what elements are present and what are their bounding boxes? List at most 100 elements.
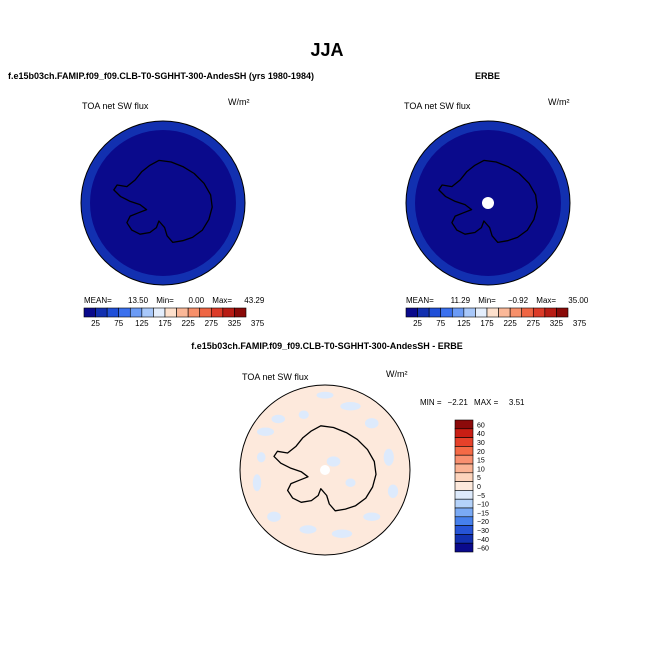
colorbar-box [234, 307, 247, 318]
colorbar-tick-label: 175 [158, 319, 172, 328]
colorbar-box [454, 498, 474, 509]
colorbar-box [454, 472, 474, 482]
main-title: JJA [310, 40, 344, 60]
colorbar-box [454, 446, 474, 456]
colorbar-box [95, 307, 108, 318]
panel1-map [80, 120, 246, 286]
colorbar-box [454, 490, 474, 500]
colorbar-tick-label: −60 [477, 546, 489, 553]
colorbar-tick-label: −15 [477, 510, 489, 517]
colorbar-box [199, 307, 212, 318]
colorbar-tick-label: 40 [477, 431, 485, 438]
map-field [240, 385, 410, 555]
panel1-stats: MEAN= 13.50 Min= 0.00 Max= 43.29 [84, 296, 264, 305]
colorbar-box [475, 307, 488, 318]
field-patch [363, 512, 381, 521]
colorbar-box [454, 428, 474, 438]
panel2-stats: MEAN= 11.29 Min= −0.92 Max= 35.00 [406, 296, 588, 305]
field-patch [257, 427, 274, 436]
colorbar-tick-label: 175 [480, 319, 494, 328]
map-border [239, 384, 411, 556]
field-patch [299, 525, 317, 534]
field-patch [364, 418, 379, 429]
colorbar-tick-label: 20 [477, 449, 485, 456]
panel2-max-label: Max= [536, 296, 557, 305]
colorbar-box [153, 307, 166, 318]
panel1-units: W/m² [228, 97, 250, 107]
panel2-title: ERBE [475, 71, 501, 81]
colorbar-box [83, 307, 96, 318]
map-field [81, 121, 245, 285]
map-border [80, 120, 246, 286]
panel2-units: W/m² [548, 97, 570, 107]
colorbar-tick-label: 30 [477, 440, 485, 447]
panel3-variable: TOA net SW flux [242, 372, 309, 382]
field-patch [252, 474, 262, 492]
colorbar-tick-label: 15 [477, 458, 485, 465]
panel1-max-label: Max= [212, 296, 233, 305]
panel3-units: W/m² [386, 369, 408, 379]
field-patch [383, 448, 394, 466]
panel2-variable: TOA net SW flux [404, 101, 471, 111]
panel3-map [239, 384, 411, 556]
colorbar-tick-label: 225 [503, 319, 517, 328]
colorbar-tick-label: 375 [251, 319, 265, 328]
panel1-mean-label: MEAN= [84, 296, 112, 305]
colorbar-box [141, 307, 154, 318]
colorbar-box [486, 307, 499, 318]
colorbar-tick-label: −20 [477, 519, 489, 526]
field-patch [267, 511, 281, 522]
panel1-min: 0.00 [188, 296, 205, 305]
colorbar-box [454, 542, 474, 553]
colorbar-box [463, 307, 476, 318]
colorbar-tick-label: 125 [457, 319, 471, 328]
panel1-variable: TOA net SW flux [82, 101, 149, 111]
panel3-max: 3.51 [508, 398, 525, 407]
colorbar-box [440, 307, 453, 318]
colorbar-box [532, 307, 546, 318]
colorbar-tick-label: 375 [573, 319, 587, 328]
colorbar-box [164, 307, 177, 318]
colorbar-box [454, 463, 474, 474]
colorbar-box [544, 307, 557, 318]
panel3-stats: MIN = −2.21 MAX = 3.51 [420, 398, 525, 407]
colorbar-tick-label: 5 [477, 475, 481, 482]
colorbar-box [556, 307, 569, 318]
colorbar-box [222, 307, 235, 318]
colorbar-tick-label: 325 [550, 319, 564, 328]
panel2-max: 35.00 [568, 296, 589, 305]
missing-data-pole [320, 465, 330, 475]
field-patch [271, 414, 286, 424]
colorbar-box [176, 307, 189, 318]
colorbar-box [454, 481, 474, 491]
colorbar-box [454, 525, 474, 535]
colorbar-box [405, 307, 418, 318]
map-field [406, 121, 570, 285]
field-patch [387, 484, 399, 499]
field-patch [340, 402, 361, 411]
panel3-title: f.e15b03ch.FAMIP.f09_f09.CLB-T0-SGHHT-30… [191, 341, 463, 351]
colorbar-tick-label: 60 [477, 422, 485, 429]
colorbar-box [454, 454, 474, 465]
panel2-min: −0.92 [507, 296, 529, 305]
colorbar-tick-label: 75 [436, 319, 445, 328]
colorbar-box [417, 307, 430, 318]
field-patch [326, 456, 341, 467]
colorbar-box [118, 307, 131, 318]
panel1-colorbar: 25 75 125 175 225 275 325 375 [83, 307, 265, 328]
colorbar-tick-label: 225 [181, 319, 195, 328]
colorbar-box [509, 307, 523, 318]
colorbar-tick-label: 325 [228, 319, 242, 328]
field-patch [257, 452, 266, 463]
colorbar-box [187, 307, 201, 318]
colorbar-box [451, 307, 465, 318]
colorbar-tick-label: 25 [413, 319, 422, 328]
panel3-min: −2.21 [447, 398, 468, 407]
colorbar-tick-label: −30 [477, 528, 489, 535]
panel2-mean-label: MEAN= [406, 296, 434, 305]
colorbar-box [454, 419, 474, 430]
panel2-map [405, 120, 571, 286]
colorbar-tick-label: 10 [477, 466, 485, 473]
panel1-mean: 13.50 [128, 296, 149, 305]
